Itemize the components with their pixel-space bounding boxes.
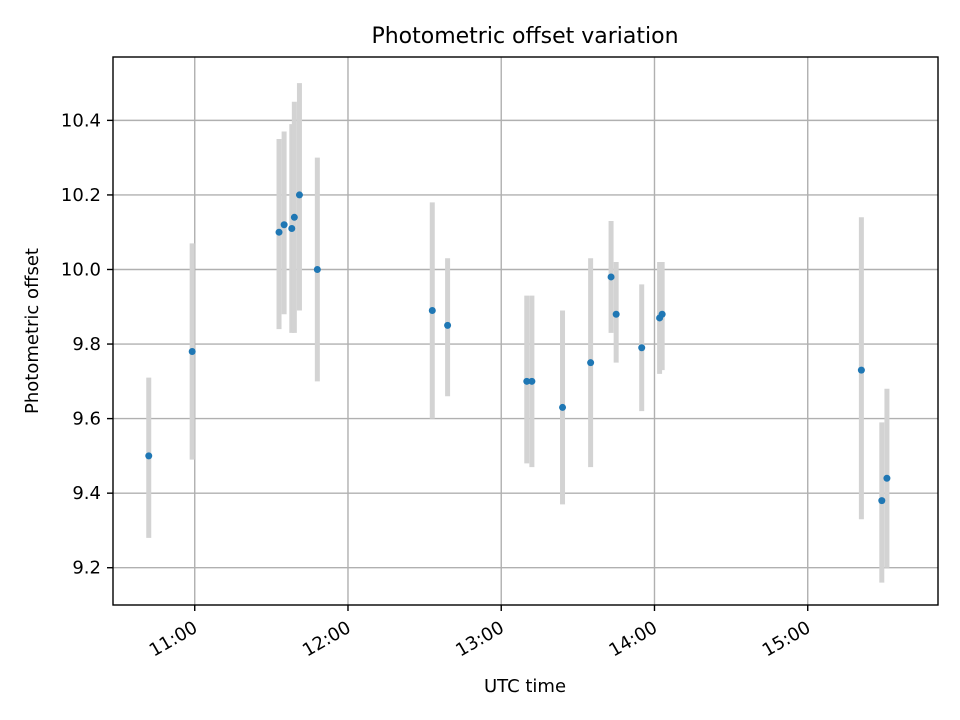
y-tick-label: 10.4 bbox=[61, 110, 101, 131]
y-axis-label: Photometric offset bbox=[22, 248, 43, 414]
chart-title: Photometric offset variation bbox=[371, 24, 678, 49]
data-point bbox=[275, 228, 283, 236]
data-point bbox=[290, 213, 298, 221]
x-tick-label: 13:00 bbox=[452, 617, 507, 661]
x-tick-label: 14:00 bbox=[606, 617, 661, 661]
data-point bbox=[280, 221, 288, 229]
data-point bbox=[523, 377, 531, 385]
data-point bbox=[587, 359, 595, 367]
data-point bbox=[288, 224, 296, 232]
data-point bbox=[658, 310, 666, 318]
y-tick-label: 9.6 bbox=[72, 409, 101, 430]
y-tick-label: 10.0 bbox=[61, 259, 101, 280]
data-point bbox=[612, 310, 620, 318]
data-point bbox=[559, 403, 567, 411]
data-point bbox=[295, 191, 303, 199]
x-axis-label: UTC time bbox=[484, 676, 566, 697]
data-point bbox=[857, 366, 865, 374]
x-tick-label: 15:00 bbox=[759, 617, 814, 661]
data-point bbox=[883, 474, 891, 482]
data-point bbox=[638, 344, 646, 352]
error-bars bbox=[146, 83, 890, 583]
data-point bbox=[313, 265, 321, 273]
x-tick-label: 11:00 bbox=[146, 617, 201, 661]
data-point bbox=[188, 348, 196, 356]
data-points bbox=[145, 191, 891, 505]
data-point bbox=[145, 452, 153, 460]
y-tick-label: 9.4 bbox=[72, 483, 101, 504]
y-tick-label: 10.2 bbox=[61, 185, 101, 206]
data-point bbox=[607, 273, 615, 281]
y-tick-label: 9.2 bbox=[72, 558, 101, 579]
data-point bbox=[528, 377, 536, 385]
y-axis-ticks: 9.2 9.4 9.6 9.8 10.0 10.2 10.4 bbox=[61, 110, 113, 579]
x-tick-label: 12:00 bbox=[299, 617, 354, 661]
plot-frame bbox=[112, 56, 939, 606]
y-tick-label: 9.8 bbox=[72, 334, 101, 355]
data-point bbox=[428, 306, 436, 314]
x-axis-ticks: 11:00 12:00 13:00 14:00 15:00 bbox=[146, 605, 814, 661]
data-point bbox=[878, 497, 886, 505]
data-point bbox=[444, 321, 452, 329]
